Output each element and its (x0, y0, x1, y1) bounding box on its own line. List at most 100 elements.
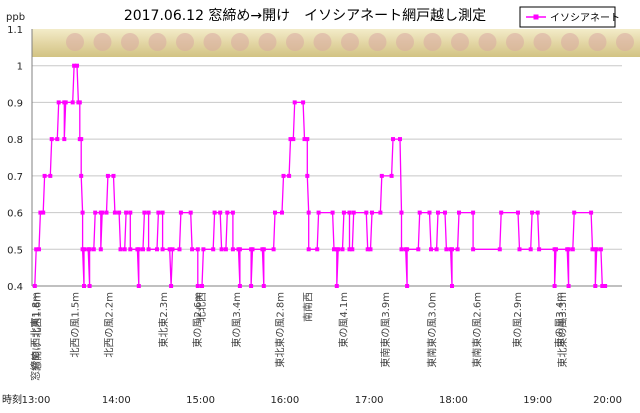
data-point (49, 137, 54, 142)
data-point (566, 284, 571, 288)
annotation-label: 東北東の風2.8m (274, 292, 287, 368)
data-point (434, 247, 439, 252)
data-point (399, 247, 404, 252)
data-point (122, 247, 127, 252)
data-point (261, 284, 266, 288)
annotation-label: 北北西 (196, 292, 208, 322)
data-point (142, 210, 147, 215)
x-tick-label: 15:00 (186, 395, 215, 406)
data-point (566, 247, 571, 252)
data-point (104, 210, 109, 215)
data-point (75, 63, 79, 68)
data-point (225, 210, 230, 215)
data-point (405, 247, 410, 252)
data-point (117, 210, 122, 215)
data-point (528, 247, 533, 252)
data-point (370, 210, 374, 215)
data-point (77, 100, 82, 105)
data-point (211, 247, 216, 252)
image-strip-spot (313, 33, 332, 51)
data-point (499, 210, 504, 215)
data-point (218, 210, 223, 215)
data-point (200, 284, 204, 288)
data-point (450, 284, 454, 288)
image-strip-spot (66, 33, 84, 51)
data-point (516, 210, 520, 215)
data-point (223, 247, 228, 252)
data-point (281, 173, 286, 178)
annotation-label: 東の風4.1m (337, 292, 350, 348)
y-tick-label: 0.9 (7, 98, 23, 109)
image-strip-spot (561, 33, 579, 51)
data-point (178, 210, 183, 215)
data-point (589, 210, 594, 215)
data-point (155, 247, 159, 252)
annotation-label: 東南東の風3.0m (425, 292, 438, 368)
data-point (136, 284, 141, 288)
data-point (301, 100, 306, 105)
x-tick-label: 17:00 (355, 395, 384, 406)
annotation-label: 北西の風1.5m (70, 292, 82, 358)
data-point (593, 284, 598, 288)
data-point (351, 210, 356, 215)
data-point (98, 247, 103, 252)
data-point (347, 247, 352, 252)
data-point (80, 210, 85, 215)
data-point (287, 173, 292, 178)
data-point (82, 247, 86, 252)
data-point (590, 247, 595, 252)
image-strip-spot (176, 33, 194, 51)
data-point (118, 247, 123, 252)
image-strip-spot (231, 33, 249, 51)
data-point (170, 247, 175, 252)
chart-title: 2017.06.12 窓締め→開け イソシアネート網戸越し測定 (124, 7, 486, 24)
data-point (41, 210, 46, 215)
data-point (598, 247, 603, 252)
data-point (56, 100, 61, 105)
data-point (177, 247, 182, 252)
image-strip-spot (93, 33, 112, 51)
data-point (70, 100, 75, 105)
data-point (530, 210, 535, 215)
data-point (72, 63, 77, 68)
data-point (378, 210, 383, 215)
data-point (391, 137, 395, 142)
data-point (417, 210, 422, 215)
x-tick-label: 13:00 (22, 395, 51, 406)
data-point (517, 247, 522, 252)
data-point (100, 210, 105, 215)
data-point (112, 210, 117, 215)
data-point (146, 247, 151, 252)
data-point (368, 247, 373, 252)
data-point (261, 247, 266, 252)
data-point (128, 247, 133, 252)
data-point (600, 284, 605, 288)
annotation-label: 東の風2.9m (511, 292, 524, 348)
data-point (195, 247, 200, 252)
image-strip-spot (286, 33, 304, 51)
data-point (535, 210, 540, 215)
data-point (288, 137, 293, 142)
data-point (316, 210, 321, 215)
data-point (32, 284, 37, 288)
data-point (603, 284, 608, 288)
data-point (379, 173, 384, 178)
data-point (136, 247, 141, 252)
data-point (497, 247, 502, 252)
annotation-label: 東の風2.6m (191, 292, 204, 348)
data-point (91, 247, 96, 252)
data-point (280, 210, 284, 215)
image-strip-spot (588, 33, 607, 51)
image-strip-spot (506, 33, 524, 51)
data-point (389, 173, 394, 178)
data-point (340, 247, 345, 252)
image-strip-spot (423, 33, 442, 51)
data-point (315, 247, 320, 252)
data-point (124, 210, 129, 215)
data-point (230, 210, 235, 215)
data-point (552, 284, 557, 288)
data-point (364, 210, 369, 215)
data-point (93, 210, 98, 215)
